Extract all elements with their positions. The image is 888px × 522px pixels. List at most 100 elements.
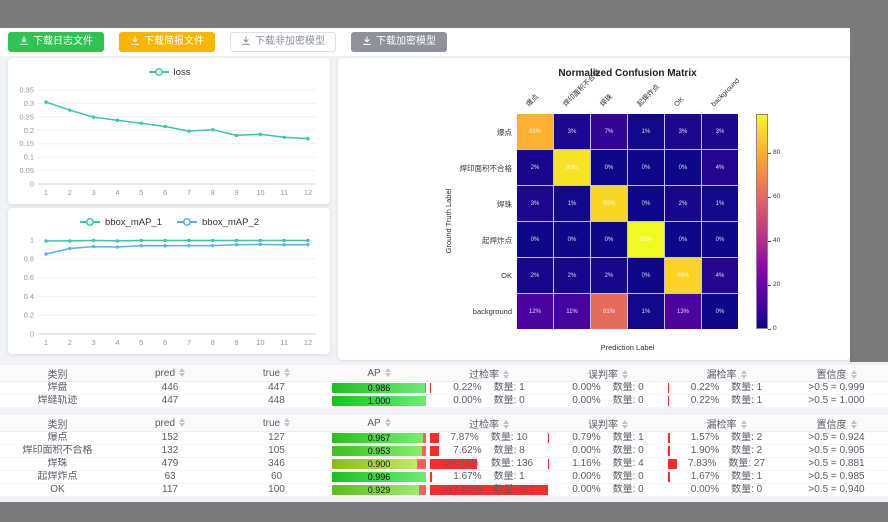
ap-bar-track: 0.953 <box>332 446 426 456</box>
matrix-cell: 0% <box>702 294 738 329</box>
rate-percent: 1.67% <box>690 471 720 482</box>
ap-value: 1.000 <box>367 396 391 406</box>
col-header-label: 过检率 <box>469 419 499 431</box>
rate-percent: 39.42% <box>444 458 479 469</box>
y-axis-tick-label: 0.8 <box>24 254 34 263</box>
download-plain-model-button[interactable]: 下载非加密模型 <box>230 32 336 52</box>
legend-label: bbox_mAP_2 <box>202 216 260 228</box>
col-header-误判率[interactable]: 误判率 <box>548 415 668 432</box>
ap-bar-track: 1.000 <box>332 396 426 406</box>
matrix-cell: 93% <box>554 150 590 185</box>
download-icon <box>130 35 140 49</box>
legend-label: loss <box>173 66 191 78</box>
rate-bar <box>430 485 548 495</box>
colorbar-tick-mark <box>768 197 771 199</box>
data-point <box>44 252 48 256</box>
legend-item-loss[interactable]: loss <box>148 66 191 78</box>
colorbar-tick-label: 60 <box>773 193 781 201</box>
col-header-AP[interactable]: AP <box>328 415 430 432</box>
matrix-cell: 1% <box>628 294 664 329</box>
download-report-button[interactable]: 下载简报文件 <box>119 32 215 52</box>
col-header-label: 误判率 <box>588 369 618 381</box>
x-axis-tick-label: 9 <box>234 338 238 347</box>
ap-value: 0.929 <box>367 485 391 495</box>
rate-count: 数量: 4 <box>612 458 644 469</box>
pred-count-cell: 117 <box>115 483 225 497</box>
matrix-cell: 1% <box>628 114 664 149</box>
x-axis-tick-label: 10 <box>256 338 264 347</box>
rate-bar <box>548 433 549 443</box>
pred-count-cell: 132 <box>115 444 225 458</box>
overdetect-rate-cell: 0.00% 数量: 0 <box>430 394 548 408</box>
toolbar: 下载日志文件 下载简报文件 下载非加密模型 下载加密模型 <box>0 28 850 56</box>
col-header-label: 类别 <box>47 369 68 381</box>
col-header-AP[interactable]: AP <box>328 365 430 382</box>
col-header-过检率[interactable]: 过检率 <box>430 415 548 432</box>
matrix-cell: 0% <box>702 222 738 257</box>
x-axis-tick-label: 6 <box>163 338 167 347</box>
matrix-cell: 0% <box>628 258 664 293</box>
matrix-cell: 2% <box>554 258 590 293</box>
col-header-pred[interactable]: pred <box>115 365 225 382</box>
table-row: 起焊炸点 63 60 0.996 1.67% 数量: 1 0.00% 数量: 0 1.67% 数量… <box>0 470 888 484</box>
col-header-过检率[interactable]: 过检率 <box>430 365 548 382</box>
loss-chart-card: loss 0 0.05 0.1 0.15 0.2 0.25 0.3 0.35 1 2 3 4 5 6 7 8 9… <box>8 58 330 204</box>
rate-count: 数量: 1 <box>493 382 525 393</box>
sort-carets-icon <box>284 418 291 428</box>
legend-item-bbox_mAP_2[interactable]: bbox_mAP_2 <box>176 217 259 228</box>
map-chart: 00.20.40.60.811 2 3 4 5 6 7 8 9 10 11 12 <box>24 236 316 347</box>
col-header-置信度[interactable]: 置信度 <box>785 415 888 432</box>
data-point <box>68 246 72 251</box>
matrix-col-label: 爆点 <box>525 93 541 109</box>
rate-cell: 0.00% 数量: 0 <box>548 395 668 407</box>
rate-percent: 0.00% <box>572 395 601 406</box>
ap-bar-fill <box>332 472 426 482</box>
col-header-置信度[interactable]: 置信度 <box>785 365 888 382</box>
metrics-tables-area: 类别 pred true AP 过检率 误判率 漏检率 置信度 焊盘 446 447 0.986 0.2… <box>0 362 888 502</box>
colorbar-tick-label: 20 <box>773 281 781 289</box>
series-line-loss <box>45 101 309 140</box>
rate-count: 数量: 136 <box>490 458 534 469</box>
x-axis-tick-label: 7 <box>187 188 191 197</box>
rate-bar <box>430 446 439 456</box>
rate-cell: 1.67% 数量: 1 <box>430 471 548 483</box>
legend-item-bbox_mAP_1[interactable]: bbox_mAP_1 <box>79 217 162 228</box>
y-axis-tick-label: 0 <box>30 180 34 189</box>
col-header-pred[interactable]: pred <box>115 415 225 432</box>
defect-metrics-table: 类别 pred true AP 过检率 误判率 漏检率 置信度 爆点 152 127 0.967 7.8… <box>0 415 888 497</box>
matrix-cell: 3% <box>665 114 701 149</box>
sort-carets-icon <box>503 420 509 430</box>
col-header-true[interactable]: true <box>225 365 328 382</box>
col-header-漏检率[interactable]: 漏检率 <box>668 365 785 382</box>
download-log-label: 下载日志文件 <box>33 36 93 47</box>
matrix-cell: 2% <box>517 258 553 293</box>
matrix-cell: 0% <box>665 222 701 257</box>
rate-bar <box>668 433 670 443</box>
legend-line-icon <box>79 218 100 226</box>
col-header-误判率[interactable]: 误判率 <box>548 365 668 382</box>
col-header-label: pred <box>154 417 175 429</box>
true-count-cell: 60 <box>225 470 328 484</box>
col-header-漏检率[interactable]: 漏检率 <box>668 415 785 432</box>
rate-count: 数量: 117 <box>493 484 536 495</box>
col-header-true[interactable]: true <box>225 415 328 432</box>
download-encrypted-model-button[interactable]: 下载加密模型 <box>351 32 447 52</box>
data-point <box>282 135 286 139</box>
rate-count: 数量: 2 <box>731 432 763 443</box>
table-header-row: 类别 pred true AP 过检率 误判率 漏检率 置信度 <box>0 365 888 382</box>
ap-bar-track: 0.900 <box>332 459 426 469</box>
rate-percent: 0.22% <box>453 382 482 393</box>
data-point <box>115 239 120 243</box>
data-point <box>44 239 48 243</box>
download-log-button[interactable]: 下载日志文件 <box>8 32 104 52</box>
download-icon <box>19 35 29 49</box>
true-count-cell: 448 <box>225 394 328 408</box>
table-row: OK 117 100 0.929 117.00% 数量: 117 0.00% 数量: 0 0.0… <box>0 483 888 497</box>
sort-carets-icon <box>384 368 391 378</box>
y-axis-tick-label: 0.15 <box>19 139 34 148</box>
matrix-cell: 81% <box>517 114 553 149</box>
ap-bar-track: 0.967 <box>332 433 426 443</box>
confidence-cell: >0.5 = 0.999 <box>785 381 888 395</box>
matrix-cell: 89% <box>665 258 701 293</box>
matrix-cell: 0% <box>591 150 627 185</box>
